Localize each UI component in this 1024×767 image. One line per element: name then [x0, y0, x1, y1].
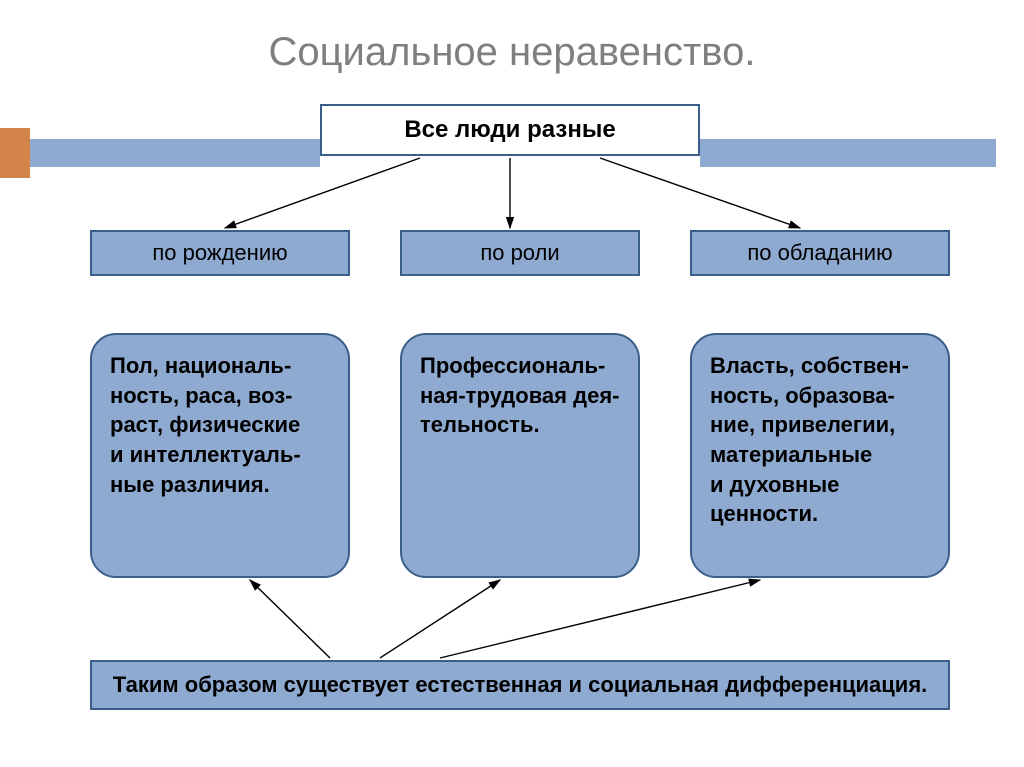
detail-node-possession: Власть, собствен-ность, образова-ние, пр… — [690, 333, 950, 578]
branch-node-possession: по обладанию — [690, 230, 950, 276]
horizontal-bar-right — [700, 139, 996, 167]
root-node: Все люди разные — [320, 104, 700, 156]
detail-text: Власть, собствен-ность, образова-ние, пр… — [710, 353, 909, 526]
page-title: Социальное неравенство. — [0, 0, 1024, 75]
branch-label: по роли — [480, 240, 559, 265]
detail-text: Профессиональ-ная-трудовая дея-тельность… — [420, 353, 619, 437]
detail-text: Пол, националь-ность, раса, воз-раст, фи… — [110, 353, 301, 497]
detail-node-role: Профессиональ-ная-трудовая дея-тельность… — [400, 333, 640, 578]
branch-node-birth: по рождению — [90, 230, 350, 276]
branch-label: по рождению — [152, 240, 287, 265]
detail-node-birth: Пол, националь-ность, раса, воз-раст, фи… — [90, 333, 350, 578]
horizontal-bar-left — [30, 139, 320, 167]
accent-bar — [0, 128, 30, 178]
branch-node-role: по роли — [400, 230, 640, 276]
branch-label: по обладанию — [747, 240, 892, 265]
root-node-label: Все люди разные — [404, 116, 615, 143]
conclusion-node: Таким образом существует естественная и … — [90, 660, 950, 710]
conclusion-label: Таким образом существует естественная и … — [113, 672, 928, 697]
